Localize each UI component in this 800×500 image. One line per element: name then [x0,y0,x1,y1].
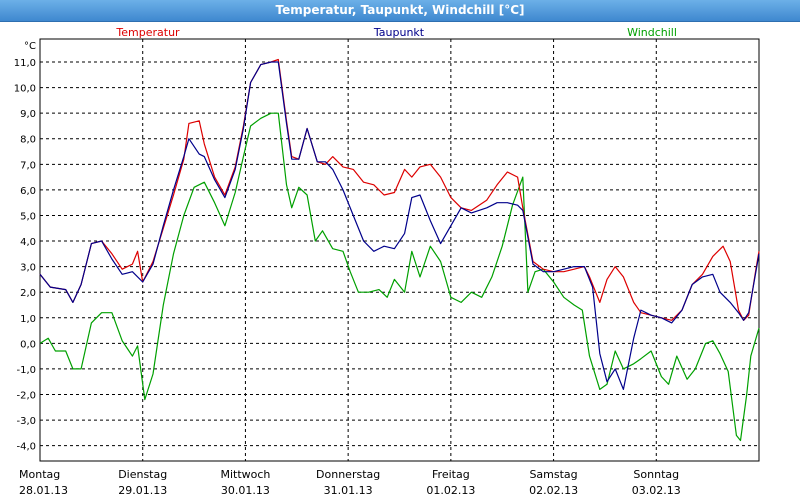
x-day-label: Donnerstag [316,468,380,481]
y-tick-label: -2,0 [16,391,36,402]
y-tick-label: 3,0 [20,263,36,274]
legend-taupunkt: Taupunkt [373,26,425,39]
x-day-label: Freitag [432,468,470,481]
x-date-label: 28.01.13 [19,484,68,497]
y-tick-label: 2,0 [20,288,36,299]
series-line-taupunkt [39,61,760,390]
x-day-label: Mittwoch [220,468,270,481]
x-day-label: Dienstag [118,468,167,481]
chart-title-bar: Temperatur, Taupunkt, Windchill [°C] [0,0,800,22]
y-tick-label: 1,0 [20,314,36,325]
y-tick-label: 10,0 [14,84,36,95]
legend-windchill: Windchill [627,26,677,39]
y-tick-label: 7,0 [20,160,36,171]
x-day-label: Sonntag [633,468,679,481]
x-date-label: 03.02.13 [632,484,681,497]
plot-area [39,38,760,462]
legend-temperatur: Temperatur [115,26,180,39]
series-line-windchill [39,112,760,442]
y-tick-label: 6,0 [20,186,36,197]
legend: Temperatur Taupunkt Windchill [115,26,677,39]
gridlines [40,39,759,461]
y-axis-unit: °C [24,41,36,52]
x-date-label: 01.02.13 [426,484,475,497]
y-tick-label: 4,0 [20,237,36,248]
x-date-label: 29.01.13 [118,484,167,497]
y-tick-label: 0,0 [20,339,36,350]
y-tick-label: 5,0 [20,211,36,222]
y-tick-label: 11,0 [14,58,36,69]
x-date-label: 30.01.13 [221,484,270,497]
y-tick-label: 9,0 [20,109,36,120]
weather-chart: 11,0 10,0 9,0 8,0 7,0 6,0 5,0 4,0 3,0 2,0 1,0 0,0 -1… [0,22,800,500]
x-day-label: Montag [19,468,60,481]
chart-title: Temperatur, Taupunkt, Windchill [°C] [275,3,525,17]
y-tick-label: -4,0 [16,442,36,453]
x-day-label: Samstag [529,468,577,481]
y-tick-label: -3,0 [16,416,36,427]
x-date-label: 31.01.13 [324,484,373,497]
y-tick-label: 8,0 [20,135,36,146]
x-date-label: 02.02.13 [529,484,578,497]
x-axis-labels: Montag 28.01.13 Dienstag 29.01.13 Mittwoch 30… [19,468,681,497]
y-tick-label: -1,0 [16,365,36,376]
y-axis-ticks: 11,0 10,0 9,0 8,0 7,0 6,0 5,0 4,0 3,0 2,0 1,0 0,0 -1… [14,58,36,453]
series-lines [39,58,760,442]
